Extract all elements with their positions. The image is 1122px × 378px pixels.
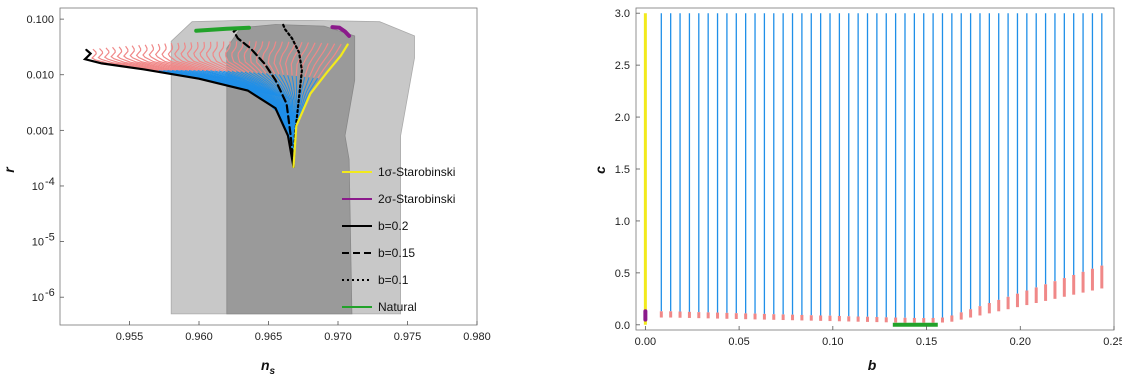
model-curve-salmon [123, 45, 177, 71]
y-tick-label: 10 [32, 292, 44, 304]
x-tick-label: 0.00 [635, 336, 656, 348]
y-tick-label: 0.010 [26, 70, 54, 82]
model-curve-salmon [142, 44, 190, 71]
y-tick-label: 1.5 [615, 164, 630, 176]
model-curve-salmon [279, 41, 290, 75]
model-curve-salmon [103, 47, 164, 71]
x-tick-label: 0.15 [916, 336, 937, 348]
model-curve-salmon [273, 41, 283, 75]
left-chart-panel: 0.955 0.960 0.965 0.970 0.975 0.980 0.100 0.01… [1, 7, 491, 377]
model-curve-salmon [148, 44, 194, 71]
model-curve-salmon [116, 46, 172, 71]
series-natural [194, 25, 251, 33]
model-curve-salmon [180, 42, 215, 72]
model-curve-salmon [300, 42, 316, 77]
x-tick-label: 0.10 [822, 336, 843, 348]
model-curve-salmon [225, 41, 246, 73]
model-curve-salmon [110, 46, 168, 71]
model-curve-salmon [218, 41, 241, 73]
model-curve-salmon [231, 41, 250, 73]
y-tick-label: 2.5 [615, 60, 630, 72]
y-tick-label: 10 [32, 237, 44, 249]
legend-label: 1σ-Starobinski [378, 165, 455, 179]
x-tick-label: 0.05 [728, 336, 749, 348]
model-curve-salmon [167, 43, 207, 72]
model-curve-salmon [205, 41, 233, 72]
model-curve-salmon [212, 41, 237, 73]
left-x-axis-label: ns [261, 357, 276, 377]
y-tick-label: 2.0 [615, 112, 630, 124]
series-1-starobinski [292, 43, 349, 168]
model-curve-salmon [237, 41, 254, 74]
model-curve-salmon [199, 41, 228, 72]
model-curve-salmon [284, 41, 297, 76]
model-curve-salmon [304, 42, 323, 77]
model-curve-salmon [154, 43, 198, 71]
legend-label: b=0.2 [378, 219, 409, 233]
right-y-ticks: 0.0 0.5 1.0 1.5 2.0 2.5 3.0 [615, 8, 640, 332]
x-tick-label: 0.25 [1103, 336, 1122, 348]
x-tick-label: 0.20 [1010, 336, 1031, 348]
right-x-axis-label: b [868, 357, 877, 373]
series-b-0-2 [82, 48, 295, 168]
model-curve-salmon [135, 44, 185, 71]
model-curve-salmon [174, 42, 211, 72]
series-b-0-15 [232, 28, 295, 168]
right-plot-frame [635, 7, 1115, 331]
y-tick-label: 0.0 [615, 320, 630, 332]
model-curve-salmon [129, 45, 181, 71]
legend-label: b=0.15 [378, 246, 415, 260]
legend: 1σ-Starobinski 2σ-Starobinski b=0.2 b=0.15 b… [342, 165, 455, 314]
legend-label: b=0.1 [378, 273, 409, 287]
right-parameter-marks [643, 13, 1104, 327]
y-tick-exponent: -5 [45, 232, 55, 244]
series-2-starobinski [330, 25, 352, 38]
model-curve-salmon [97, 48, 160, 71]
x-tick-label: 0.955 [116, 331, 144, 343]
y-tick-label: 0.001 [26, 125, 54, 137]
model-curve-salmon [308, 43, 329, 78]
model-curve-salmon [161, 43, 202, 71]
left-series-lines [82, 21, 352, 168]
legend-label: 2σ-Starobinski [378, 192, 455, 206]
y-tick-label: 10 [32, 181, 44, 193]
x-tick-label: 0.965 [255, 331, 283, 343]
model-curve-salmon [290, 41, 303, 76]
y-tick-exponent: -6 [45, 287, 55, 299]
model-curve-salmon [193, 42, 224, 72]
model-curve-salmon [249, 41, 263, 74]
y-tick-label: 0.100 [26, 14, 54, 26]
region-1sigma [226, 24, 356, 315]
model-curve-salmon [243, 41, 259, 74]
x-tick-label: 0.975 [394, 331, 422, 343]
left-x-ticks: 0.955 0.960 0.965 0.970 0.975 0.980 [116, 321, 491, 343]
x-tick-label: 0.980 [463, 331, 491, 343]
legend-label: Natural [378, 300, 417, 314]
y-tick-exponent: -4 [45, 176, 55, 188]
right-y-axis-label: c [592, 166, 608, 174]
right-x-ticks: 0.00 0.05 0.10 0.15 0.20 0.25 [635, 326, 1122, 348]
y-tick-label: 3.0 [615, 8, 630, 20]
left-y-axis-label: r [1, 166, 17, 173]
model-curve-salmon [317, 43, 342, 79]
model-curve-salmon [186, 42, 220, 72]
left-x-axis-label-sub: s [270, 366, 276, 377]
model-curve-salmon [267, 41, 277, 75]
x-tick-label: 0.970 [324, 331, 352, 343]
right-chart-panel: 0.00 0.05 0.10 0.15 0.20 0.25 0.0 0.5 1.0 1.5 2.0… [592, 7, 1122, 373]
y-tick-label: 1.0 [615, 216, 630, 228]
model-curve-salmon [312, 43, 336, 78]
x-tick-label: 0.960 [185, 331, 213, 343]
y-tick-label: 0.5 [615, 268, 630, 280]
model-curve-salmon [295, 42, 310, 77]
